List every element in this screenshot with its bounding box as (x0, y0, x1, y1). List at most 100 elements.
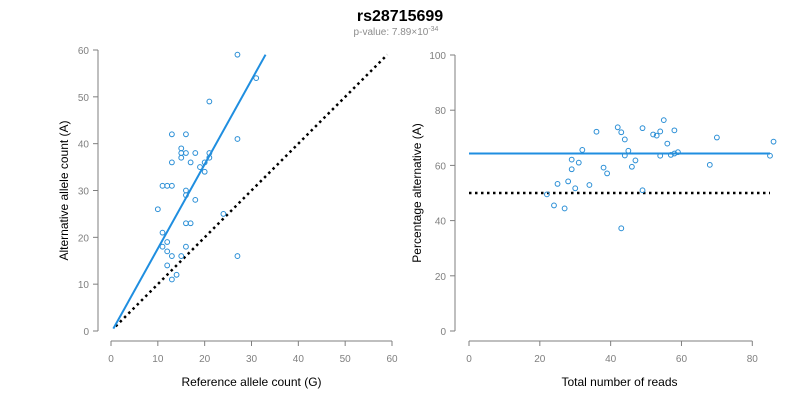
percentage-plot-panel: 0 20 40 60 80 0 20 40 60 80 100 Total number of rea… (410, 51, 777, 389)
data-point (657, 152, 664, 159)
data-point (625, 147, 632, 154)
data-point (183, 131, 189, 138)
data-point (234, 253, 241, 259)
y-tick-label: 40 (435, 217, 447, 228)
data-point (183, 150, 189, 156)
data-point (593, 128, 600, 135)
data-point (614, 124, 621, 131)
x-tick-label: 0 (108, 354, 114, 365)
data-point (618, 129, 625, 136)
data-point (660, 117, 667, 124)
chart-title: rs28715699 (357, 8, 443, 25)
data-point (572, 185, 579, 192)
data-point (173, 271, 180, 278)
data-point (168, 159, 175, 166)
data-point (168, 253, 175, 259)
x-tick-label: 20 (534, 354, 546, 365)
data-point (621, 136, 628, 143)
data-point (201, 159, 208, 166)
x-tick-label: 40 (605, 354, 617, 365)
data-point (164, 239, 171, 245)
data-point (706, 161, 713, 168)
y-tick-label: 80 (435, 106, 447, 117)
data-point (183, 243, 189, 250)
y-tick-label: 50 (78, 93, 90, 104)
data-point (168, 182, 175, 189)
data-point (618, 225, 625, 232)
data-point (206, 98, 213, 105)
data-point (253, 75, 260, 81)
data-point (568, 156, 575, 163)
data-point (675, 149, 681, 156)
data-point (201, 168, 208, 175)
x-tick-label: 80 (747, 354, 759, 365)
data-point (586, 182, 593, 188)
data-point (168, 131, 175, 138)
data-point (770, 138, 777, 145)
x-tick-label: 20 (199, 354, 211, 365)
data-point (575, 159, 582, 166)
data-point (544, 191, 550, 198)
data-point (159, 229, 166, 236)
reference-line (114, 53, 389, 328)
fit-line (112, 54, 267, 330)
data-point (187, 220, 194, 227)
data-point (197, 164, 203, 170)
data-point (168, 276, 175, 283)
y-axis-label: Alternative allele count (A) (57, 120, 71, 260)
x-tick-label: 60 (386, 354, 398, 365)
count-plot-panel: 0 10 20 30 40 50 60 0 10 20 30 40 50 60 Reference alle… (57, 46, 398, 389)
data-point (178, 150, 185, 156)
x-tick-label: 60 (676, 354, 688, 365)
data-point (159, 182, 166, 189)
data-point (621, 152, 628, 159)
data-point (561, 205, 568, 212)
y-tick-label: 10 (78, 280, 90, 291)
data-point (600, 164, 607, 171)
data-point (164, 262, 171, 269)
data-point (183, 187, 189, 194)
y-axis-label: Percentage alternative (A) (410, 123, 424, 262)
data-point (164, 248, 171, 255)
data-point (234, 136, 241, 142)
y-tick-label: 0 (440, 327, 446, 338)
data-point (183, 220, 189, 227)
data-point (767, 152, 773, 159)
x-tick-label: 10 (152, 354, 164, 365)
data-point (192, 150, 199, 156)
data-point (653, 132, 660, 139)
data-point (671, 150, 678, 157)
y-tick-label: 100 (429, 51, 446, 62)
data-point (632, 157, 639, 164)
data-point (568, 166, 575, 173)
x-axis-label: Total number of reads (561, 375, 677, 389)
p-value-label: p-value: 7.89×10-34 (354, 26, 439, 38)
data-point (178, 145, 185, 152)
data-point (164, 182, 171, 189)
y-tick-label: 30 (78, 187, 90, 198)
p-value-text: p-value: 7.89×10 (354, 27, 429, 38)
data-point (639, 125, 646, 132)
data-point (667, 152, 674, 158)
x-tick-label: 0 (466, 354, 472, 365)
data-point (657, 128, 664, 135)
data-point (178, 154, 185, 161)
data-point (713, 134, 720, 141)
y-tick-label: 20 (435, 272, 447, 283)
data-point (628, 163, 635, 170)
data-point (639, 187, 646, 194)
y-tick-label: 20 (78, 233, 90, 244)
data-point (159, 243, 166, 250)
data-point (664, 140, 671, 147)
data-point (554, 180, 561, 187)
data-point (234, 51, 241, 58)
x-tick-label: 50 (340, 354, 352, 365)
y-tick-label: 0 (83, 327, 89, 338)
y-tick-label: 40 (78, 140, 90, 151)
data-point (671, 127, 678, 134)
data-point (604, 170, 611, 177)
data-point (220, 211, 227, 217)
data-point (154, 206, 161, 213)
data-point (551, 202, 557, 209)
